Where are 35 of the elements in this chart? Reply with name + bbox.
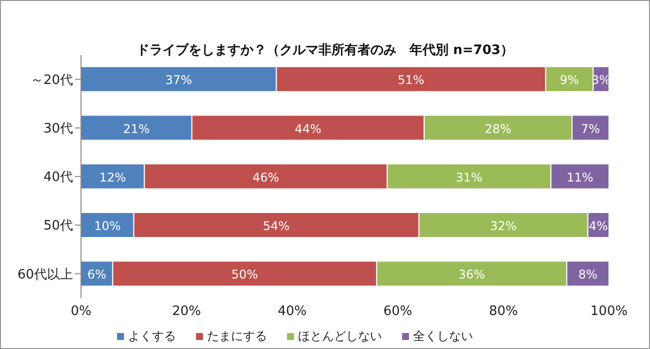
chart-title: ドライブをしますか？（クルマ非所有者のみ 年代別 n=703） xyxy=(136,42,514,59)
data-label: 21% xyxy=(123,122,150,136)
data-label: 44% xyxy=(294,122,322,136)
legend-label: たまにする xyxy=(206,328,267,345)
x-tick-label: 40% xyxy=(278,304,307,320)
y-tick-label: 40代 xyxy=(43,170,73,186)
x-tick-label: 0% xyxy=(70,304,92,320)
data-label: 10% xyxy=(94,218,121,233)
data-label: 51% xyxy=(398,73,424,88)
data-label: 32% xyxy=(490,218,517,233)
legend-label: よくする xyxy=(127,328,176,345)
data-label: 9% xyxy=(560,73,579,88)
data-label: 7% xyxy=(580,122,600,136)
data-label: 6% xyxy=(87,268,106,282)
data-label: 4% xyxy=(588,218,608,233)
data-label: 28% xyxy=(484,122,512,136)
data-label: 12% xyxy=(99,170,126,184)
data-label: 46% xyxy=(252,170,280,184)
y-tick-label: 30代 xyxy=(43,122,73,137)
x-tick-label: 60% xyxy=(383,304,412,320)
data-label: 37% xyxy=(165,73,192,88)
x-tick-label: 100% xyxy=(590,304,628,320)
data-label: 36% xyxy=(458,268,486,282)
y-tick-label: ～20代 xyxy=(30,72,73,88)
data-label: 50% xyxy=(231,268,258,282)
legend-label: 全くしない xyxy=(412,328,473,345)
data-label: 11% xyxy=(566,170,594,184)
legend-label: ほとんどしない xyxy=(297,328,382,345)
x-tick-label: 20% xyxy=(172,304,202,320)
y-tick-label: 50代 xyxy=(43,218,73,234)
data-label: 54% xyxy=(263,218,290,233)
y-tick-label: 60代以上 xyxy=(17,267,73,282)
data-label: 31% xyxy=(456,170,482,184)
x-tick-label: 80% xyxy=(488,304,518,320)
data-label: 8% xyxy=(578,268,598,282)
